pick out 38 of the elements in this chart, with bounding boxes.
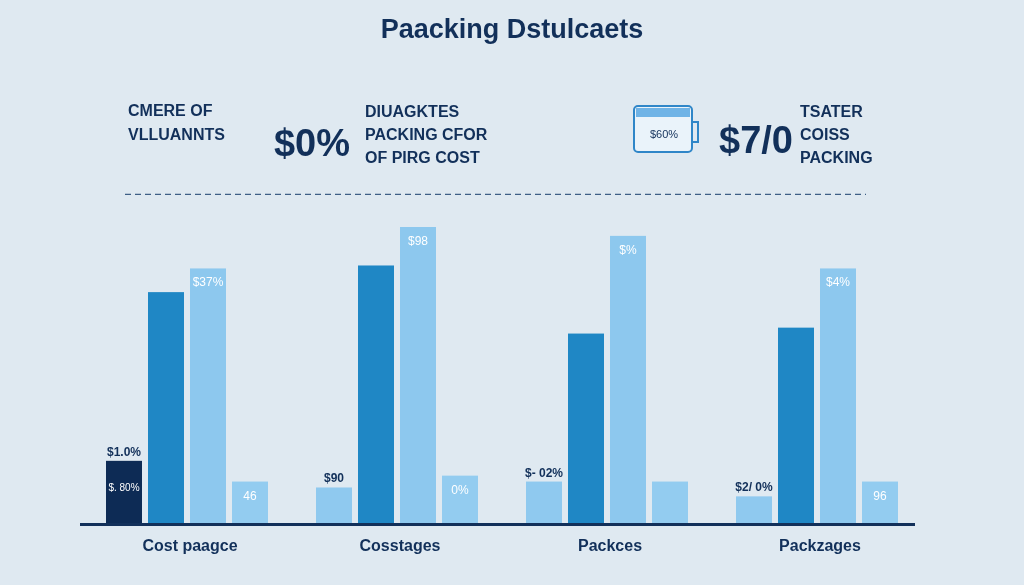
- bar: [316, 487, 352, 523]
- chart-title: Paacking Dstulcaets: [380, 14, 644, 44]
- text: $7/0: [719, 119, 793, 161]
- bar: [400, 227, 436, 523]
- bar: [148, 292, 184, 523]
- bar: [778, 327, 814, 523]
- annotation: $37%: [192, 275, 224, 290]
- annotation: $2/ 0%: [735, 480, 774, 495]
- bar: [652, 481, 688, 523]
- bar: [526, 481, 562, 523]
- annotation: $. 80%: [108, 481, 140, 493]
- bar: [442, 475, 478, 523]
- bar: [736, 496, 772, 523]
- text: $0%: [273, 122, 351, 164]
- annotation: $4%: [825, 275, 851, 290]
- text: DIUAGKTES PACKING CFOR OF PIRG COST: [365, 103, 488, 166]
- x-tick-label: Cost paagce: [142, 537, 238, 554]
- x-tick-label: Cosstages: [359, 537, 441, 554]
- bar: [358, 265, 394, 523]
- annotation: $98: [407, 234, 429, 248]
- annotation: $%: [619, 242, 637, 257]
- bar: [610, 235, 646, 523]
- annotation: $90: [323, 471, 345, 486]
- annotation: $- 02%: [524, 465, 564, 480]
- text: TSATER COISS PACKING: [800, 103, 873, 166]
- annotation: $1.0%: [106, 444, 142, 459]
- bar: [232, 481, 268, 523]
- x-tick-label: Packzages: [779, 537, 862, 554]
- text: CMERE OF VLLUANNTS: [128, 102, 226, 143]
- bar: [862, 481, 898, 523]
- x-tick-label: Packces: [577, 537, 643, 554]
- annotation: 0%: [451, 482, 469, 497]
- bar: [190, 268, 226, 523]
- annotation: 96: [873, 488, 887, 503]
- annotation: 46: [243, 488, 257, 503]
- text: $60%: [649, 128, 679, 140]
- bar: [820, 268, 856, 523]
- bar: [568, 333, 604, 523]
